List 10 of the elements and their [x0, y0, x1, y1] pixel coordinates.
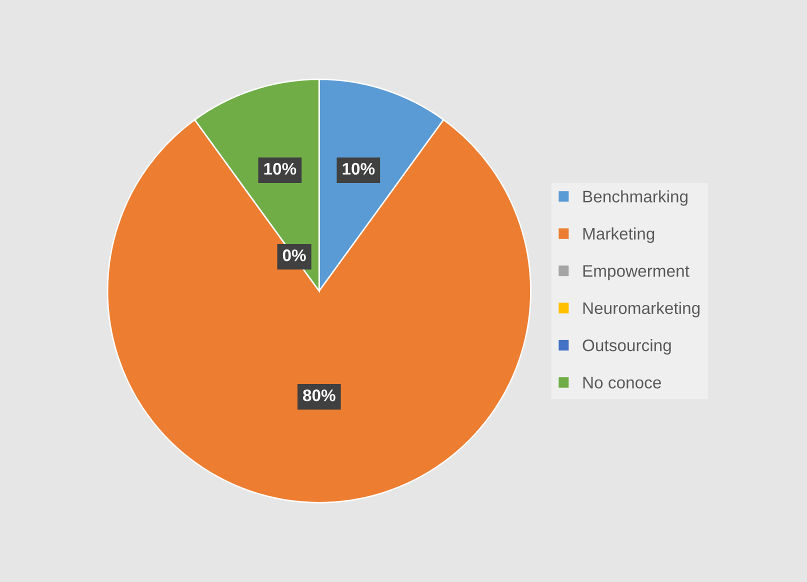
legend-label: Outsourcing — [582, 339, 671, 355]
legend-label: No conoce — [583, 376, 661, 388]
legend-label: Neuromarketing — [583, 302, 700, 318]
data-label: 10% — [342, 162, 375, 175]
data-label: 10% — [264, 162, 296, 175]
legend-label: Benchmarking — [583, 190, 688, 206]
text: 0% — [282, 249, 306, 262]
data-label: 80% — [303, 389, 336, 402]
legend-label: Marketing — [583, 227, 654, 243]
legend-label: Empowerment — [583, 265, 690, 280]
